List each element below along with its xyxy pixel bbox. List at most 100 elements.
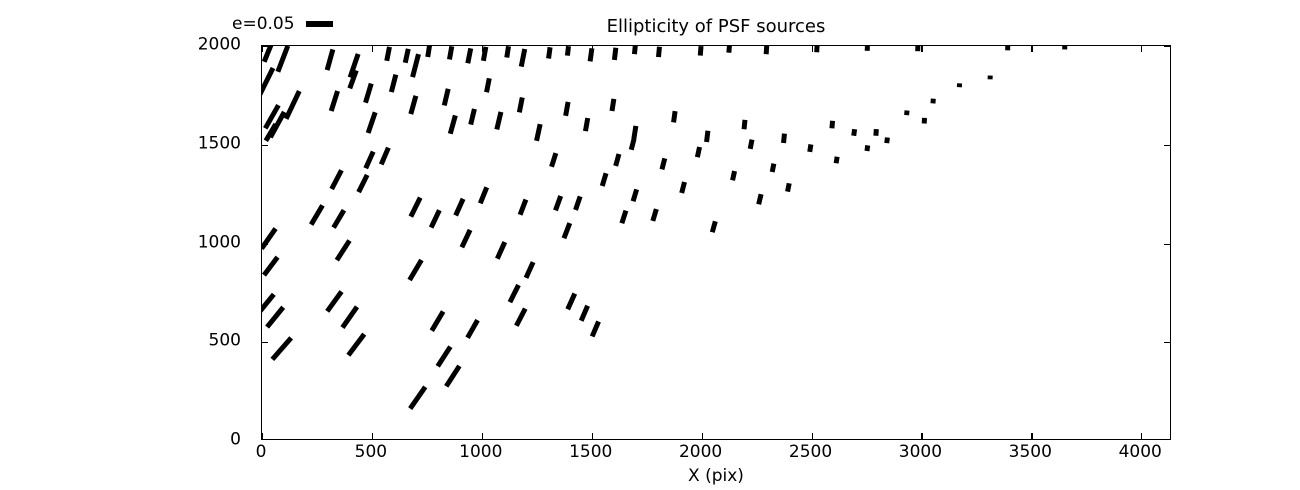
psf-whisker xyxy=(785,182,792,193)
psf-whisker xyxy=(447,114,458,135)
psf-whisker xyxy=(459,228,473,249)
x-tick xyxy=(1031,433,1033,439)
psf-whisker xyxy=(356,173,370,194)
psf-whisker xyxy=(410,53,421,78)
psf-whisker xyxy=(494,111,504,131)
psf-whisker xyxy=(283,89,302,120)
psf-whisker xyxy=(851,128,858,137)
psf-whisker xyxy=(262,46,274,63)
psf-whisker xyxy=(428,209,442,229)
psf-whisker xyxy=(659,157,668,171)
psf-whisker xyxy=(726,46,732,53)
psf-whisker xyxy=(265,305,286,329)
psf-whisker xyxy=(328,90,340,112)
chart-title: Ellipticity of PSF sources xyxy=(606,16,826,37)
psf-whisker xyxy=(347,53,361,79)
psf-whisker xyxy=(495,241,508,260)
x-tick xyxy=(481,433,483,439)
x-tick-top xyxy=(701,46,703,52)
psf-whisker xyxy=(484,77,492,93)
y-tick-right xyxy=(1164,342,1170,344)
x-axis-label: X (pix) xyxy=(688,466,744,486)
psf-whisker xyxy=(884,137,890,144)
x-tick-top xyxy=(262,46,264,52)
x-tick xyxy=(262,433,264,439)
x-tick-label: 3000 xyxy=(898,442,943,462)
psf-whisker xyxy=(346,332,367,357)
x-tick-top xyxy=(1031,46,1033,52)
psf-whisker xyxy=(325,290,344,313)
psf-whisker xyxy=(769,163,777,173)
psf-whisker xyxy=(697,46,704,56)
psf-whisker xyxy=(444,364,462,388)
y-tick-label: 1000 xyxy=(197,232,241,252)
psf-whisker xyxy=(465,318,480,340)
psf-whisker xyxy=(363,150,376,170)
psf-whisker xyxy=(262,227,278,250)
legend-label: e=0.05 xyxy=(232,13,295,34)
x-tick-top xyxy=(921,46,923,52)
psf-whisker xyxy=(262,66,276,96)
psf-whisker xyxy=(631,46,638,55)
psf-whisker xyxy=(549,152,559,168)
psf-whisker xyxy=(516,97,525,113)
x-tick-top xyxy=(1141,46,1143,52)
legend-scale-bar-icon xyxy=(305,21,333,27)
psf-whisker xyxy=(518,48,528,68)
plot-area xyxy=(261,45,1171,440)
psf-whisker xyxy=(340,305,360,329)
x-tick-label: 2500 xyxy=(788,442,833,462)
y-tick-right xyxy=(1164,144,1170,146)
psf-whisker xyxy=(334,239,352,262)
psf-whisker xyxy=(807,144,814,153)
psf-whisker xyxy=(619,209,629,225)
x-tick-top xyxy=(481,46,483,52)
psf-whisker xyxy=(589,320,601,338)
psf-whisker xyxy=(747,139,755,150)
psf-whisker xyxy=(829,120,836,129)
psf-whisker xyxy=(384,46,392,62)
x-tick-top xyxy=(591,46,593,52)
psf-whisker xyxy=(599,172,609,187)
y-tick xyxy=(262,342,268,344)
psf-whisker xyxy=(408,196,423,218)
psf-whisker xyxy=(546,46,553,59)
psf-whisker xyxy=(833,156,840,164)
psf-whisker xyxy=(263,103,281,130)
psf-whisker xyxy=(563,101,571,117)
psf-whisker xyxy=(611,47,619,61)
psf-whisker xyxy=(781,133,787,144)
x-tick xyxy=(1141,433,1143,439)
psf-whisker xyxy=(534,123,543,142)
y-tick xyxy=(262,144,268,146)
legend: e=0.05 xyxy=(232,12,333,36)
psf-whisker xyxy=(630,188,640,202)
y-tick-label: 0 xyxy=(230,429,241,450)
psf-whisker xyxy=(514,307,528,327)
x-tick xyxy=(591,433,593,439)
psf-whisker xyxy=(561,222,573,240)
y-tick-label: 2000 xyxy=(197,34,241,55)
psf-whisker xyxy=(388,73,399,93)
psf-whisker xyxy=(741,119,748,130)
y-tick-right xyxy=(1164,243,1170,245)
x-tick-label: 4000 xyxy=(1118,442,1162,462)
psf-whisker xyxy=(309,204,325,226)
psf-whisker xyxy=(609,98,617,112)
x-tick-top xyxy=(371,46,374,52)
psf-whisker xyxy=(704,130,711,143)
psf-whisker xyxy=(435,345,453,368)
psf-whisker xyxy=(365,111,378,134)
psf-whisker xyxy=(468,108,477,126)
psf-whisker xyxy=(262,255,280,277)
psf-whisker xyxy=(480,46,489,62)
psf-whisker xyxy=(378,146,391,166)
psf-whisker xyxy=(553,195,564,212)
psf-whisker xyxy=(441,88,451,106)
psf-whisker xyxy=(507,283,521,304)
psf-whisker xyxy=(564,46,571,56)
psf-whisker xyxy=(262,292,276,313)
psf-whisker xyxy=(613,153,622,167)
psf-whisker xyxy=(425,46,432,58)
psf-whisker xyxy=(504,46,511,58)
